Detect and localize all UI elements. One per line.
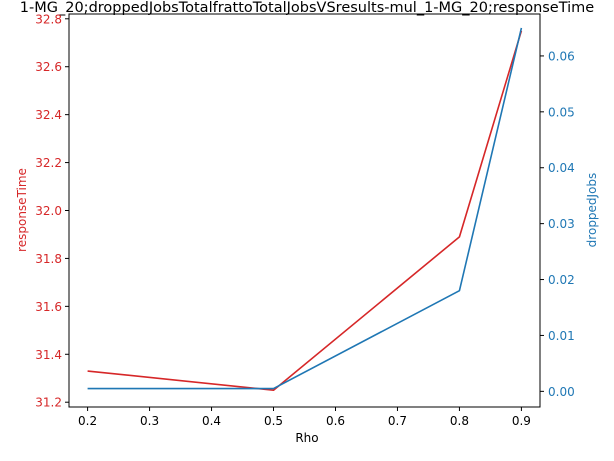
x-tick-label: 0.3 bbox=[140, 414, 159, 428]
y-right-tick-label: 0.05 bbox=[548, 105, 575, 119]
x-tick-label: 0.7 bbox=[388, 414, 407, 428]
y-right-tick-label: 0.06 bbox=[548, 49, 575, 63]
x-tick-label: 0.9 bbox=[512, 414, 531, 428]
dropped-jobs-line bbox=[87, 27, 523, 390]
y-left-tick-label: 31.2 bbox=[35, 396, 62, 410]
y-right-tick-label: 0.01 bbox=[548, 329, 575, 343]
x-axis-label: Rho bbox=[295, 431, 318, 445]
y-right-axis-ticks: 0.00 0.01 0.02 0.03 0.04 0.05 0.06 bbox=[540, 49, 575, 399]
y-left-axis-ticks: 31.2 31.4 31.6 31.8 32.0 32.2 32.4 32.6 32.8 bbox=[35, 12, 69, 410]
y-left-tick-label: 32.0 bbox=[35, 204, 62, 218]
y-left-tick-label: 31.8 bbox=[35, 252, 62, 266]
response-time-line bbox=[87, 30, 523, 392]
y-right-tick-label: 0.00 bbox=[548, 385, 575, 399]
y-left-tick-label: 32.4 bbox=[35, 108, 62, 122]
y-left-tick-label: 31.4 bbox=[35, 348, 62, 362]
x-tick-label: 0.6 bbox=[326, 414, 345, 428]
x-axis-ticks: 0.2 0.3 0.4 0.5 0.6 0.7 0.8 0.9 bbox=[78, 407, 531, 428]
y-left-tick-label: 32.6 bbox=[35, 60, 62, 74]
x-tick-label: 0.8 bbox=[450, 414, 469, 428]
plot-area bbox=[87, 27, 523, 392]
y-right-axis-label: droppedJobs bbox=[585, 173, 599, 248]
plot-frame bbox=[68, 13, 541, 408]
x-tick-label: 0.4 bbox=[202, 414, 221, 428]
y-left-tick-label: 31.6 bbox=[35, 300, 62, 314]
y-left-axis-label: responseTime bbox=[15, 168, 29, 252]
y-left-tick-label: 32.8 bbox=[35, 12, 62, 26]
x-tick-label: 0.2 bbox=[78, 414, 97, 428]
y-right-tick-label: 0.02 bbox=[548, 273, 575, 287]
y-right-tick-label: 0.04 bbox=[548, 161, 575, 175]
chart-title: 1-MG_20;droppedJobsTotalfrattoTotalJobsV… bbox=[20, 0, 595, 16]
y-left-tick-label: 32.2 bbox=[35, 156, 62, 170]
x-tick-label: 0.5 bbox=[264, 414, 283, 428]
y-right-tick-label: 0.03 bbox=[548, 217, 575, 231]
